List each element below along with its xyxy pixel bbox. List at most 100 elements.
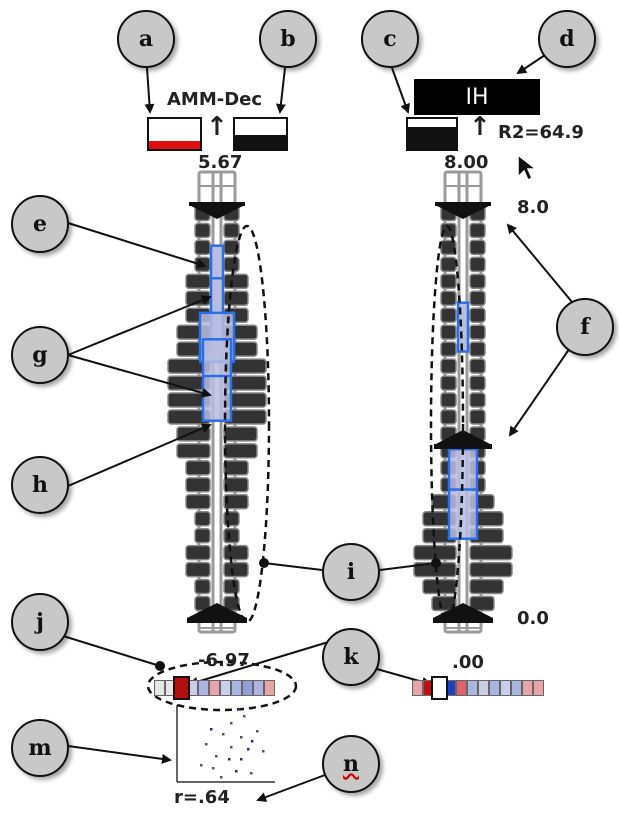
left-strip-cell[interactable] xyxy=(242,680,253,696)
right-swatch-black-white[interactable] xyxy=(406,117,458,151)
leader-i-left-dot xyxy=(259,558,269,568)
scatter-point xyxy=(235,770,238,773)
left-histogram-bar-left xyxy=(185,544,211,561)
left-histogram-bar-right xyxy=(223,290,249,306)
right-top-slider-handle xyxy=(435,205,491,219)
left-histogram-bar-left xyxy=(176,443,211,459)
right-strip-cell[interactable] xyxy=(511,680,522,696)
left-strip-cell[interactable] xyxy=(264,680,275,696)
leader-j-dot xyxy=(155,661,165,671)
scatter-point xyxy=(205,743,208,746)
callout-m: m xyxy=(11,719,69,777)
scatter-point xyxy=(240,758,243,761)
right-strip-cell[interactable] xyxy=(522,680,533,696)
left-strip-cell[interactable] xyxy=(209,680,220,696)
left-histogram-bar-left xyxy=(185,494,211,510)
right-histogram-bar-right xyxy=(469,358,486,374)
right-strip-cell[interactable] xyxy=(467,680,478,696)
right-histogram-bar-left xyxy=(440,307,457,323)
right-histogram-bar-left xyxy=(440,256,457,273)
scatter-point xyxy=(250,772,253,775)
right-histogram-bar-left xyxy=(440,375,457,391)
right-strip-cell[interactable] xyxy=(533,680,544,696)
leader-h xyxy=(67,423,212,487)
right-histogram-bar-right xyxy=(469,307,486,323)
scatter-point xyxy=(247,748,250,751)
right-scale-top: 8.0 xyxy=(517,197,549,218)
right-strip-cell[interactable] xyxy=(456,680,467,696)
left-strip-cell[interactable] xyxy=(253,680,264,696)
right-strip-cell[interactable] xyxy=(478,680,489,696)
leader-e xyxy=(67,222,207,269)
left-up-arrow-icon: ↑ xyxy=(206,112,228,142)
scatter-point xyxy=(230,746,233,749)
left-histogram-bar-left xyxy=(194,527,211,544)
right-histogram-bar-left xyxy=(440,392,457,408)
left-strip-cell[interactable] xyxy=(231,680,242,696)
right-axis-title[interactable]: IH xyxy=(414,79,540,115)
left-strip-cell[interactable] xyxy=(198,680,209,696)
left-dashed-ellipse xyxy=(223,224,271,624)
scatter-point xyxy=(256,730,259,733)
left-histogram-bar-right xyxy=(223,578,240,595)
left-histogram-bar-right xyxy=(223,544,249,561)
right-histogram-bar-right xyxy=(469,578,504,595)
callout-j: j xyxy=(11,593,69,651)
scatter-point xyxy=(220,776,223,779)
leader-j xyxy=(59,634,161,667)
callout-f: f xyxy=(556,298,614,356)
scatter-point xyxy=(251,740,254,743)
left-swatch-white-black[interactable] xyxy=(233,117,288,151)
scatter-point xyxy=(215,755,218,758)
right-histogram-bar-right xyxy=(469,239,486,256)
callout-e: e xyxy=(11,195,69,253)
callout-b: b xyxy=(259,10,317,68)
scatter-point xyxy=(243,715,246,718)
right-histogram-bar-right xyxy=(469,273,486,290)
callout-a: a xyxy=(117,10,175,68)
right-histogram-bar-right xyxy=(469,256,486,273)
left-strip-cell[interactable] xyxy=(173,676,190,700)
scatter-point xyxy=(200,764,203,767)
left-swatch-white-red[interactable] xyxy=(147,117,202,151)
scatter-point xyxy=(262,750,265,753)
scatter-point xyxy=(222,733,225,736)
right-histogram-bar-left xyxy=(431,595,457,612)
right-swatch-white-fill xyxy=(408,119,456,127)
left-histogram-bar-right xyxy=(223,443,258,459)
right-histogram-bar-right xyxy=(469,561,513,578)
right-bottom-slider-handle xyxy=(433,603,493,618)
scatter-point xyxy=(212,767,215,770)
left-histogram-bar-right xyxy=(223,273,249,290)
strip-dashed-ellipse xyxy=(146,660,298,712)
left-histogram-bar-left xyxy=(185,561,211,578)
right-histogram-bar-left xyxy=(440,222,457,239)
scatter-point xyxy=(230,722,233,725)
left-strip-cell[interactable] xyxy=(220,680,231,696)
right-histogram-bar-left xyxy=(440,358,457,374)
left-strip-cell[interactable] xyxy=(154,680,165,696)
left-histogram-bar-right xyxy=(223,561,249,578)
right-strip-cell[interactable] xyxy=(489,680,500,696)
left-histogram-bar-left xyxy=(185,477,211,493)
r2-label: R2=64.9 xyxy=(498,122,584,143)
left-histogram-bar-left xyxy=(194,511,211,527)
leader-c xyxy=(391,67,410,114)
leader-i-left xyxy=(263,562,323,571)
left-histogram-bar-left xyxy=(194,239,211,256)
left-bottom-slider-bar xyxy=(187,618,247,623)
left-histogram-bar-left xyxy=(194,578,211,595)
left-histogram-bar-left xyxy=(185,460,211,476)
callout-d: d xyxy=(538,10,596,68)
right-histogram-bar-right xyxy=(469,392,486,408)
leader-b xyxy=(275,67,286,114)
mouse-cursor-icon xyxy=(517,153,538,182)
right-strip-cell[interactable] xyxy=(412,680,423,696)
right-strip-cell[interactable] xyxy=(431,676,448,700)
right-top-slider-bar xyxy=(435,202,491,206)
right-strip-cell[interactable] xyxy=(500,680,511,696)
leader-i-right-dot xyxy=(431,558,441,568)
right-dashed-ellipse xyxy=(429,224,465,624)
scatter-point xyxy=(228,758,231,761)
correlation-label: r=.64 xyxy=(174,787,230,808)
